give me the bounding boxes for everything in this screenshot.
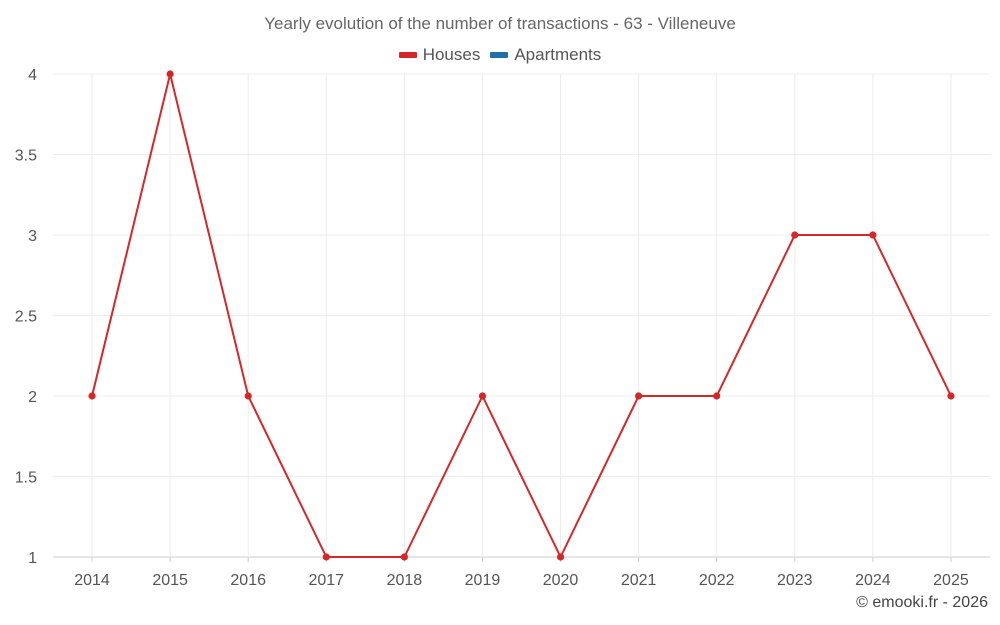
- y-tick-label: 3: [28, 228, 37, 245]
- data-point-houses[interactable]: [166, 70, 174, 78]
- x-tick-label: 2023: [777, 572, 813, 589]
- x-axis-ticks: 2014 2015 2016 2017 2018 2019 2020 2021 2022 2023…: [74, 572, 969, 589]
- series-layer: [88, 70, 955, 561]
- series-line-houses: [91, 73, 952, 558]
- data-point-houses[interactable]: [88, 392, 96, 400]
- data-point-houses[interactable]: [400, 553, 408, 561]
- y-tick-label: 1: [28, 550, 37, 567]
- x-tick-label: 2017: [308, 572, 344, 589]
- legend-item-apartments[interactable]: Apartments: [490, 45, 601, 65]
- y-tick-label: 1.5: [15, 470, 37, 487]
- credit-text: © emooki.fr - 2026: [856, 594, 988, 611]
- legend: Houses Apartments: [0, 45, 1000, 65]
- legend-swatch-apartments: [490, 52, 509, 58]
- y-tick-label: 2.5: [15, 309, 37, 326]
- data-point-houses[interactable]: [635, 392, 643, 400]
- data-point-houses[interactable]: [947, 392, 955, 400]
- data-point-houses[interactable]: [791, 231, 799, 239]
- y-tick-label: 4: [28, 67, 37, 84]
- x-tick-label: 2021: [621, 572, 657, 589]
- legend-label-apartments: Apartments: [514, 45, 602, 64]
- y-axis-ticks: 1 1.5 2 2.5 3 3.5 4: [15, 67, 37, 567]
- x-tick-label: 2020: [543, 572, 579, 589]
- data-point-houses[interactable]: [322, 553, 330, 561]
- data-point-houses[interactable]: [869, 231, 877, 239]
- legend-item-houses[interactable]: Houses: [398, 45, 481, 65]
- x-tick-label: 2018: [387, 572, 423, 589]
- y-tick-label: 2: [28, 389, 37, 406]
- data-point-houses[interactable]: [556, 553, 565, 561]
- data-point-houses[interactable]: [478, 392, 487, 400]
- x-tick-label: 2016: [230, 572, 266, 589]
- x-tick-label: 2015: [152, 572, 188, 589]
- x-tick-label: 2025: [933, 572, 969, 589]
- y-tick-label: 3.5: [15, 148, 37, 165]
- legend-swatch-houses: [398, 52, 417, 58]
- chart-title: Yearly evolution of the number of transa…: [264, 14, 736, 33]
- data-point-houses[interactable]: [244, 392, 252, 400]
- x-tick-label: 2024: [855, 572, 891, 589]
- legend-label-houses: Houses: [422, 45, 481, 64]
- x-tick-label: 2019: [465, 572, 501, 589]
- grid: [53, 73, 990, 562]
- x-tick-label: 2014: [74, 572, 110, 589]
- data-point-houses[interactable]: [713, 392, 721, 400]
- x-tick-label: 2022: [699, 572, 735, 589]
